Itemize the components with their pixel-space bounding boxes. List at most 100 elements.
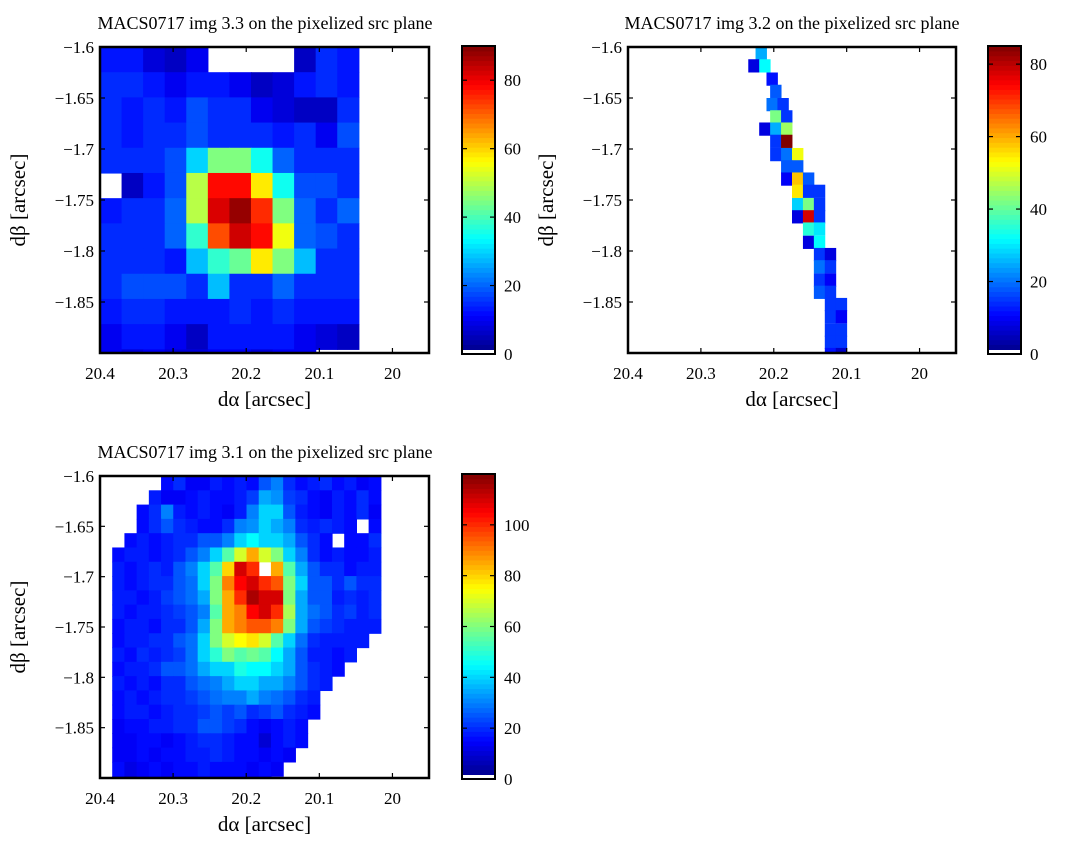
- colorbar-step: [988, 286, 1021, 293]
- heatmap-cell: [283, 476, 296, 491]
- heatmap-cell: [234, 690, 248, 706]
- heatmap-cell: [164, 248, 187, 275]
- heatmap-cell: [161, 576, 174, 591]
- colorbar-step: [988, 224, 1021, 230]
- colorbar-frame: [461, 45, 496, 355]
- heatmap-cell: [173, 590, 187, 606]
- colorbar-step: [462, 655, 495, 661]
- heatmap-cell: [161, 761, 174, 777]
- heatmap-cell: [246, 547, 260, 563]
- heatmap-cell: [121, 147, 144, 174]
- heatmap-cell: [270, 633, 284, 649]
- heatmap-cell: [185, 618, 199, 634]
- colorbar-step: [988, 50, 1021, 57]
- colorbar-step: [462, 597, 495, 604]
- heatmap-cell: [229, 298, 252, 325]
- heatmap-cell: [294, 172, 317, 199]
- heatmap-cell: [209, 490, 223, 506]
- heatmap-cell: [164, 223, 187, 250]
- heatmap-cell: [164, 47, 187, 73]
- heatmap-cell: [368, 561, 382, 577]
- colorbar-step: [462, 113, 495, 119]
- heatmap-cell: [283, 490, 296, 506]
- colorbar-step: [462, 74, 495, 81]
- heatmap-cell: [295, 661, 309, 677]
- heatmap-cell: [337, 97, 360, 124]
- heatmap-cell: [209, 618, 223, 634]
- heatmap-cell: [250, 349, 274, 353]
- heatmap-cell: [835, 335, 848, 349]
- heatmap-cell: [148, 590, 162, 606]
- colorbar-step: [462, 339, 495, 345]
- heatmap-cell: [161, 719, 174, 734]
- colorbar-step: [462, 262, 495, 268]
- heatmap-cell: [173, 476, 187, 491]
- heatmap-cell: [234, 533, 248, 549]
- heatmap-cell: [368, 590, 382, 606]
- heatmap-cell: [246, 676, 260, 692]
- heatmap-cell: [246, 633, 260, 649]
- heatmap-cell: [185, 576, 199, 591]
- x-tick-label: 20.2: [231, 789, 261, 808]
- heatmap-cell: [136, 661, 150, 677]
- heatmap-cell: [143, 147, 166, 174]
- colorbar-step: [462, 593, 495, 599]
- heatmap-cell: [781, 110, 793, 124]
- colorbar-step: [462, 281, 495, 288]
- heatmap-cell: [258, 647, 272, 663]
- heatmap-cell: [258, 733, 272, 749]
- heatmap-cell: [173, 633, 187, 649]
- heatmap-cell: [307, 590, 321, 606]
- colorbar-step: [988, 334, 1021, 341]
- colorbar-step: [988, 248, 1021, 254]
- heatmap-cell: [246, 476, 260, 491]
- colorbar-step: [462, 305, 495, 312]
- heatmap-cell: [356, 604, 370, 620]
- heatmap-cell: [222, 647, 235, 663]
- colorbar-step: [988, 98, 1021, 105]
- colorbar-step: [988, 214, 1021, 220]
- colorbar-step: [988, 175, 1021, 182]
- x-tick-label: 20.4: [613, 364, 643, 383]
- heatmap-cell: [319, 490, 333, 506]
- heatmap-cell: [100, 298, 123, 325]
- heatmap-cell: [197, 604, 211, 620]
- heatmap-cell: [186, 147, 209, 174]
- heatmap-cell: [344, 490, 358, 506]
- heatmap-cell: [759, 59, 771, 73]
- colorbar-step: [988, 200, 1021, 206]
- heatmap-cell: [337, 172, 360, 199]
- heatmap-cell: [234, 576, 248, 591]
- heatmap-cell: [124, 590, 138, 606]
- heatmap-cell: [307, 547, 321, 563]
- heatmap-cell: [356, 561, 370, 577]
- heatmap-cell: [209, 504, 223, 520]
- colorbar-step: [462, 516, 495, 523]
- heatmap-cell: [234, 504, 248, 520]
- heatmap-cell: [813, 184, 826, 198]
- heatmap-cell: [295, 618, 309, 634]
- heatmap-cell: [356, 490, 370, 506]
- heatmap-cell: [124, 676, 138, 692]
- colorbar-step: [462, 272, 495, 278]
- colorbar-step: [462, 650, 495, 656]
- heatmap-cell: [222, 719, 235, 734]
- heatmap-cell: [272, 198, 295, 224]
- y-tick-label: −1.7: [591, 140, 622, 159]
- heatmap-cell: [185, 561, 199, 577]
- heatmap-cell: [124, 747, 138, 763]
- heatmap-cell: [100, 72, 123, 98]
- heatmap-cell: [835, 310, 848, 324]
- heatmap-cell: [185, 647, 199, 663]
- colorbar-step: [988, 113, 1021, 119]
- heatmap-cell: [121, 349, 144, 353]
- colorbar-step: [462, 664, 495, 670]
- heatmap-cell: [186, 324, 209, 350]
- heatmap-cell: [802, 197, 815, 212]
- heatmap-cell: [173, 747, 187, 763]
- colorbar-step: [462, 631, 495, 637]
- heatmap-cell: [258, 761, 272, 777]
- heatmap-cell: [307, 676, 321, 692]
- heatmap-cell: [121, 223, 144, 250]
- colorbar-step: [462, 147, 495, 153]
